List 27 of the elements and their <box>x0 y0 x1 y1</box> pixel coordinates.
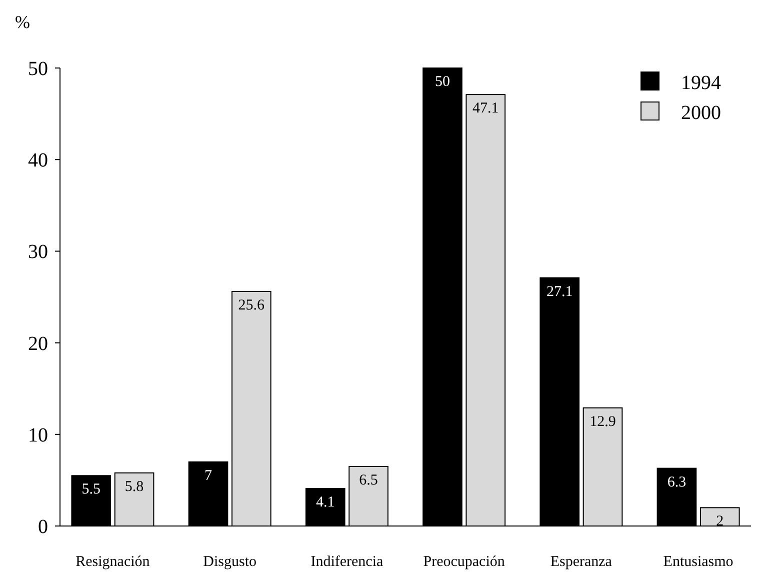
data-label: 5.5 <box>82 482 101 498</box>
data-label: 6.5 <box>359 472 378 488</box>
y-tick-label: 40 <box>28 150 48 172</box>
legend-label: 1994 <box>681 72 721 94</box>
y-tick-label: 0 <box>38 516 48 538</box>
y-tick-label: 20 <box>28 332 48 355</box>
x-tick-label: Entusiasmo <box>663 554 734 570</box>
x-tick-label: Preocupación <box>423 554 506 570</box>
data-label: 4.1 <box>316 494 335 510</box>
data-label: 6.3 <box>667 474 686 490</box>
data-label: 50 <box>434 74 450 90</box>
data-label: 47.1 <box>472 100 499 117</box>
data-label: 27.1 <box>546 284 573 300</box>
y-tick-label: 30 <box>28 241 48 264</box>
x-tick-label: Resignación <box>76 554 150 570</box>
data-label: 5.8 <box>124 478 144 495</box>
data-label: 12.9 <box>590 414 616 430</box>
data-label: 25.6 <box>238 298 266 314</box>
x-tick-label: Disgusto <box>203 554 256 570</box>
y-tick-label: 50 <box>28 58 48 80</box>
x-tick-label: Indiferencia <box>310 554 384 570</box>
legend-label: 2000 <box>681 102 721 124</box>
data-label: 7 <box>204 468 212 484</box>
x-tick-label: Esperanza <box>550 554 612 570</box>
y-tick-label: 10 <box>28 424 48 446</box>
data-label: 2 <box>716 514 724 530</box>
y-axis-title: % <box>15 12 30 32</box>
